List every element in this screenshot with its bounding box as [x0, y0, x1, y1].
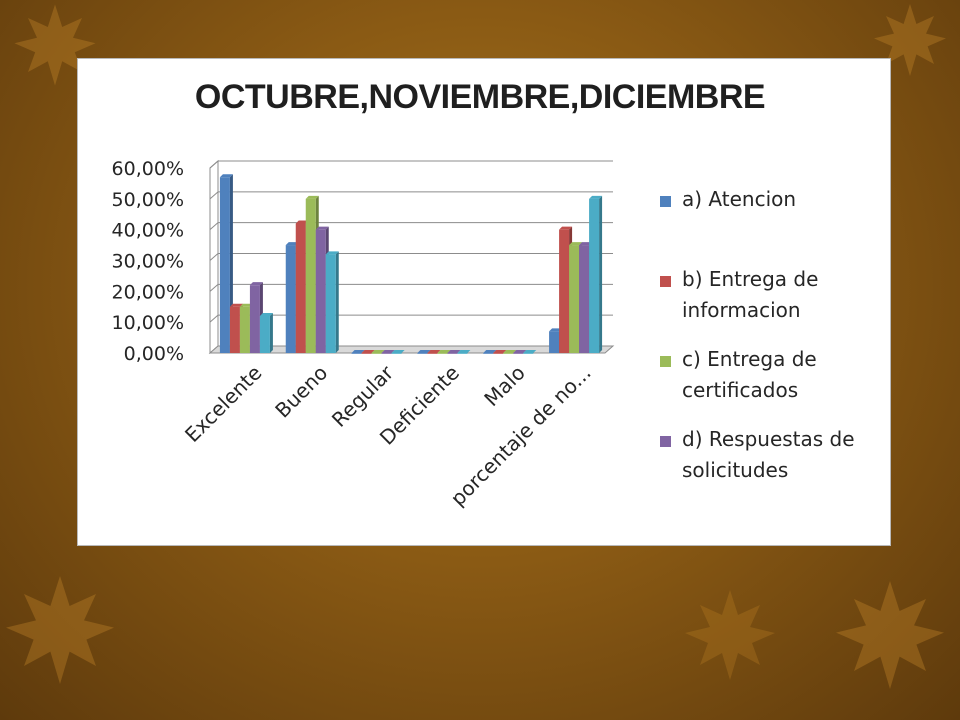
bar-top — [523, 350, 537, 353]
bar-top — [483, 350, 497, 353]
bar-top — [503, 350, 517, 353]
bar-top — [457, 350, 471, 353]
legend-swatch — [660, 196, 671, 207]
maple-leaf-icon — [14, 4, 96, 86]
bar — [381, 353, 392, 354]
bar — [427, 353, 438, 354]
gridline — [209, 283, 219, 292]
bar-top — [351, 350, 365, 353]
bar-top — [315, 226, 329, 230]
gridline — [209, 160, 219, 169]
bar — [417, 353, 428, 354]
bar-top — [569, 242, 583, 246]
bar-top — [427, 350, 441, 353]
gridline — [209, 253, 219, 261]
bar — [457, 353, 468, 354]
bar-top — [249, 282, 263, 286]
bar — [351, 353, 362, 354]
bar — [447, 353, 458, 354]
y-tick-label: 60,00% — [112, 158, 184, 180]
bar — [361, 353, 372, 354]
bar — [503, 353, 514, 354]
bar — [239, 306, 250, 353]
bar — [325, 254, 336, 353]
bar-top — [325, 251, 339, 255]
bar — [249, 285, 260, 353]
bar — [493, 353, 504, 354]
y-tick-label: 0,00% — [124, 343, 184, 365]
bar-top — [513, 350, 527, 353]
x-tick-label: Malo — [479, 361, 529, 411]
bar — [559, 229, 570, 353]
bar-top — [589, 195, 603, 199]
bar — [371, 353, 382, 354]
bar-top — [229, 303, 243, 307]
maple-leaf-icon — [836, 581, 944, 689]
bar-top — [549, 328, 563, 332]
bar-side — [269, 313, 273, 353]
bar — [579, 245, 590, 353]
legend-label: d) Respuestas de solicitudes — [682, 427, 855, 482]
bar — [219, 177, 230, 353]
chart-title: OCTUBRE,NOVIEMBRE,DICIEMBRE — [194, 78, 766, 116]
legend-swatch — [660, 276, 671, 287]
y-tick-label: 20,00% — [112, 281, 184, 303]
bar-top — [305, 195, 319, 199]
bar-top — [579, 242, 593, 246]
bar-top — [437, 350, 451, 353]
bar-side — [599, 195, 603, 353]
bar — [229, 306, 240, 353]
bar — [391, 353, 402, 354]
legend-label: a) Atencion — [682, 187, 797, 211]
bar — [569, 245, 580, 353]
bar-top — [493, 350, 507, 353]
y-tick-label: 50,00% — [112, 189, 184, 211]
bar — [549, 331, 560, 353]
legend-swatch — [660, 356, 671, 367]
bar — [295, 223, 306, 353]
bar — [437, 353, 448, 354]
bar — [483, 353, 494, 354]
bar-top — [219, 174, 233, 178]
gridline — [209, 191, 219, 200]
bar-top — [295, 220, 309, 224]
bar-top — [361, 350, 375, 353]
legend-swatch — [660, 436, 671, 447]
bar-top — [559, 226, 573, 230]
bar-side — [335, 251, 339, 353]
bar-top — [391, 350, 405, 353]
maple-leaf-icon — [6, 576, 114, 684]
bar — [523, 353, 534, 354]
gridline — [209, 314, 219, 323]
bar — [315, 229, 326, 353]
legend-label: c) Entrega de certificados — [682, 347, 817, 402]
bar-top — [447, 350, 461, 353]
bar-top — [259, 313, 273, 316]
bar-top — [381, 350, 395, 353]
bar — [305, 198, 316, 353]
bar-top — [239, 303, 253, 307]
bar — [259, 316, 270, 353]
x-tick-label: Excelente — [180, 361, 266, 447]
bar-top — [285, 242, 299, 246]
y-tick-label: 40,00% — [112, 220, 184, 242]
bar-top — [417, 350, 431, 353]
y-tick-label: 10,00% — [112, 312, 184, 334]
gridline — [209, 222, 219, 231]
x-tick-label: Bueno — [270, 361, 332, 423]
bar — [589, 198, 600, 353]
maple-leaf-icon — [874, 4, 946, 76]
bar — [513, 353, 524, 354]
maple-leaf-icon — [685, 590, 775, 680]
legend-label: b) Entrega de informacion — [682, 267, 819, 322]
bar-top — [371, 350, 385, 353]
bar — [285, 245, 296, 353]
y-tick-label: 30,00% — [112, 251, 184, 273]
